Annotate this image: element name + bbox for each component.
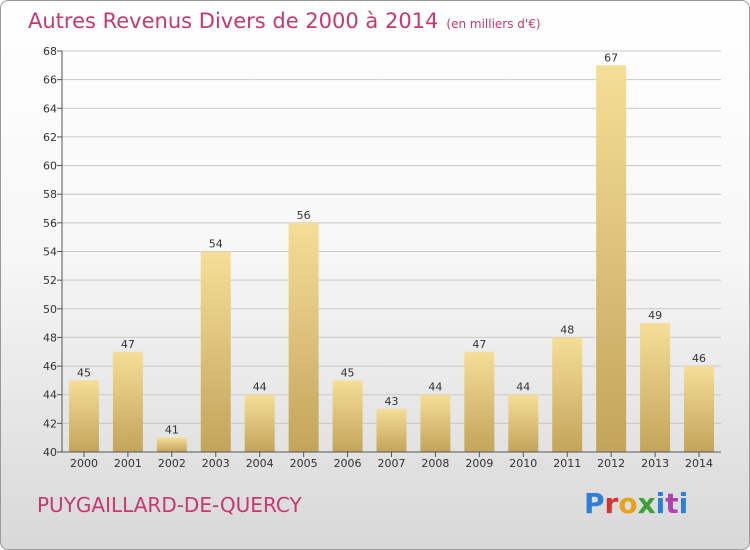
bar xyxy=(156,437,187,452)
bar xyxy=(376,409,407,452)
data-label: 67 xyxy=(604,51,618,64)
x-tick-label: 2002 xyxy=(158,457,186,470)
chart-title-text: Autres Revenus Divers de 2000 à 2014 xyxy=(28,9,439,33)
bar xyxy=(288,222,319,452)
bar xyxy=(684,366,715,452)
x-tick-label: 2007 xyxy=(378,457,406,470)
x-tick-label: 2005 xyxy=(290,457,318,470)
data-label: 47 xyxy=(121,338,135,351)
y-tick-label: 46 xyxy=(43,360,57,373)
y-tick-label: 68 xyxy=(43,45,57,58)
x-tick-label: 2006 xyxy=(334,457,362,470)
bar xyxy=(68,380,99,452)
x-tick-label: 2004 xyxy=(246,457,274,470)
x-tick-label: 2014 xyxy=(685,457,713,470)
x-tick-label: 2001 xyxy=(114,457,142,470)
y-tick-label: 50 xyxy=(43,303,57,316)
y-tick-label: 58 xyxy=(43,188,57,201)
data-label: 44 xyxy=(428,381,442,394)
bar xyxy=(464,351,495,452)
bar xyxy=(200,251,231,452)
y-tick-label: 62 xyxy=(43,131,57,144)
data-label: 43 xyxy=(385,395,399,408)
data-label: 44 xyxy=(253,381,267,394)
y-tick-label: 54 xyxy=(43,246,57,259)
x-tick-label: 2003 xyxy=(202,457,230,470)
bar xyxy=(244,394,275,452)
y-tick-label: 66 xyxy=(43,74,57,87)
x-tick-label: 2013 xyxy=(641,457,669,470)
x-tick-label: 2012 xyxy=(597,457,625,470)
y-tick-label: 60 xyxy=(43,160,57,173)
chart-title: Autres Revenus Divers de 2000 à 2014 (en … xyxy=(28,9,541,33)
data-label: 44 xyxy=(516,381,530,394)
y-tick-label: 44 xyxy=(43,389,57,402)
data-label: 45 xyxy=(77,366,91,379)
chart-unit: (en milliers d'€) xyxy=(446,17,541,31)
y-tick-label: 64 xyxy=(43,102,57,115)
data-label: 46 xyxy=(692,352,706,365)
y-tick-label: 56 xyxy=(43,217,57,230)
y-tick-label: 52 xyxy=(43,274,57,287)
x-tick-label: 2011 xyxy=(553,457,581,470)
axes xyxy=(57,50,721,457)
data-label: 45 xyxy=(341,366,355,379)
bar xyxy=(420,394,451,452)
labels: 40 42 44 46 48 50 52 54 56 58 60 62 64 66 68 45 2000 47 20… xyxy=(43,45,713,470)
y-tick-label: 42 xyxy=(43,417,57,430)
x-tick-label: 2008 xyxy=(421,457,449,470)
data-label: 49 xyxy=(648,309,662,322)
data-label: 41 xyxy=(165,424,179,437)
place-name: PUYGAILLARD-DE-QUERCY xyxy=(37,493,302,517)
data-label: 47 xyxy=(472,338,486,351)
bar xyxy=(596,65,627,453)
data-label: 48 xyxy=(560,323,574,336)
data-label: 54 xyxy=(209,238,223,251)
proxiti-logo[interactable]: Proxiti xyxy=(584,487,689,520)
x-tick-label: 2009 xyxy=(465,457,493,470)
bar xyxy=(112,351,143,452)
bar xyxy=(508,394,539,452)
bar xyxy=(552,337,583,452)
x-tick-label: 2010 xyxy=(509,457,537,470)
bars xyxy=(68,65,715,453)
bar xyxy=(332,380,363,452)
data-label: 56 xyxy=(297,209,311,222)
y-tick-label: 40 xyxy=(43,446,57,459)
x-tick-label: 2000 xyxy=(70,457,98,470)
y-tick-label: 48 xyxy=(43,331,57,344)
bar xyxy=(640,323,671,452)
